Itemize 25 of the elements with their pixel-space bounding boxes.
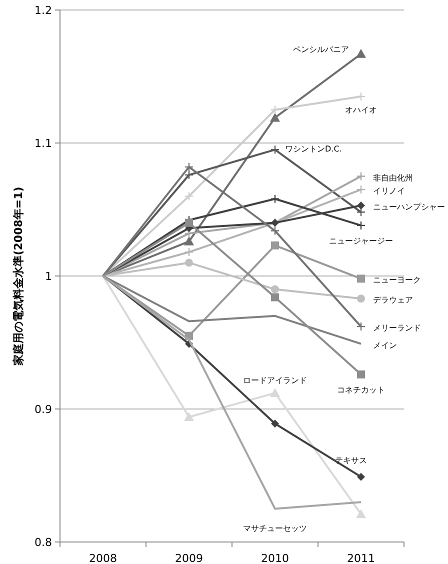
series-label: ペンシルバニア <box>293 44 349 54</box>
y-tick-label: 0.8 <box>34 536 52 549</box>
text: マサチューセッツ <box>243 524 307 533</box>
y-tick-label: 1 <box>45 270 52 283</box>
series-label: コネチカット <box>337 385 385 394</box>
series-label: ニューヨーク <box>373 276 421 285</box>
series-label: イリノイ <box>373 186 405 196</box>
series-label: ニュージャージー <box>329 236 393 246</box>
series-label: ワシントンD.C. <box>285 144 342 154</box>
series-label: ニューハンプシャー <box>373 202 445 212</box>
series-label: デラウェア <box>373 296 413 305</box>
series-label: オハイオ <box>345 105 377 114</box>
x-tick-label: 2009 <box>175 552 203 564</box>
x-tick-label: 2008 <box>89 552 117 564</box>
series-label: メリーランド <box>373 324 421 333</box>
x-tick-label: 2011 <box>347 552 375 564</box>
y-tick-label: 1.2 <box>34 4 52 17</box>
y-axis-title: 家庭用の電気料金水準(2008年=1) <box>12 186 25 366</box>
y-tick-label: 0.9 <box>34 402 52 416</box>
series-label: ロードアイランド <box>243 376 307 386</box>
series-label: メイン <box>373 340 397 350</box>
x-tick-label: 2010 <box>261 552 289 564</box>
series-label: 非自由化州 <box>373 173 413 182</box>
series-label: テキサス <box>335 456 367 465</box>
y-tick-label: 1.1 <box>34 136 52 150</box>
